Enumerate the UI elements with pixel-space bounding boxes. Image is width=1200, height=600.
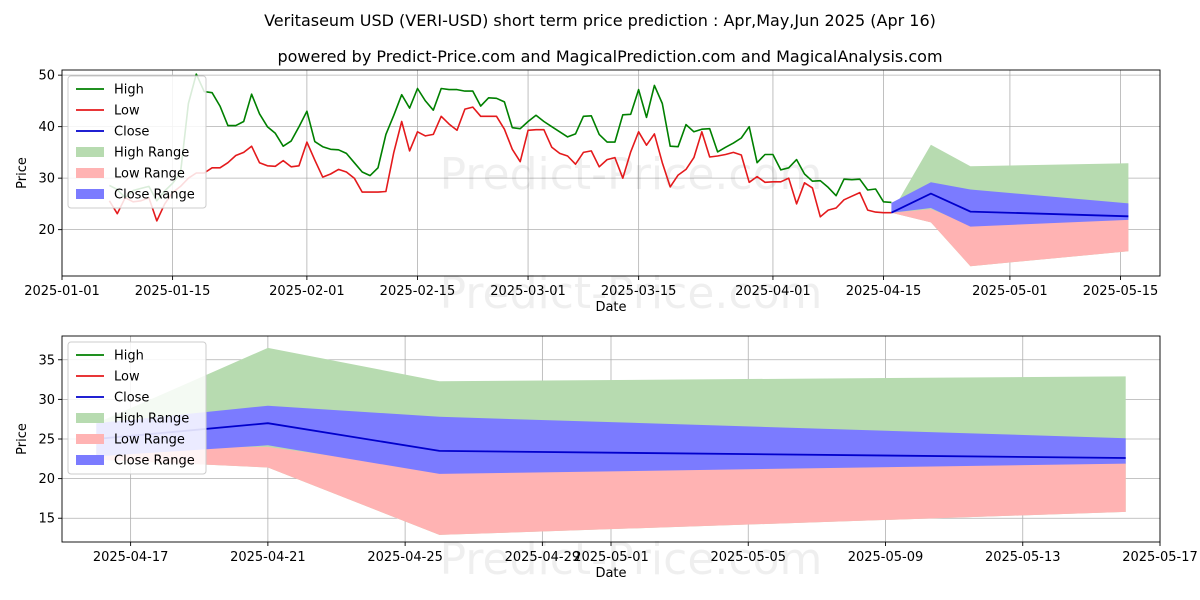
chart2-legend-entry: High Range [114, 412, 189, 427]
chart2-plot-area [96, 347, 1126, 535]
chart2-y-tick-label: 20 [38, 472, 55, 487]
chart2-low-range-band [96, 446, 1126, 535]
chart1-y-tick-label: 50 [38, 69, 55, 84]
chart2-y-axis-label: Price [15, 423, 30, 455]
chart2-legend-entry: Close Range [114, 454, 195, 469]
chart2-legend-swatch [76, 455, 104, 465]
chart1-y-tick-label: 20 [38, 223, 55, 238]
chart1-y-axis-label: Price [15, 157, 30, 189]
chart1-x-tick-label: 2025-05-01 [972, 284, 1048, 299]
chart1-close-range-band [891, 182, 1129, 227]
chart1-watermark-lower: Predict-Price.com [440, 268, 823, 319]
chart2-watermark-lower: Predict-Price.com [440, 534, 823, 585]
chart2-close-range-band [96, 405, 1126, 474]
chart1-legend-entry: Close [114, 125, 149, 140]
chart1-x-tick-label: 2025-03-01 [490, 284, 566, 299]
chart2-x-tick-label: 2025-05-05 [710, 550, 786, 565]
chart2-y-tick-label: 30 [38, 393, 55, 408]
chart1-legend-entry: Low Range [114, 167, 185, 182]
chart2-legend-entry: High [114, 349, 144, 364]
top-chart: Predict-Price.comPredict-Price.com2025-0… [15, 69, 1161, 319]
chart1-legend-entry: Low [114, 104, 140, 119]
chart1-x-tick-label: 2025-01-01 [24, 284, 100, 299]
chart2-x-tick-label: 2025-05-09 [848, 550, 924, 565]
chart2-legend-swatch [76, 413, 104, 423]
chart2-legend-entry: Close [114, 391, 149, 406]
chart1-axes-frame [61, 69, 1161, 277]
chart1-plot-area [108, 73, 1129, 267]
chart1-legend-swatch [76, 189, 104, 199]
chart2-y-tick-label: 35 [38, 353, 55, 368]
chart1-close-line [891, 192, 1129, 218]
chart1-legend-swatch [76, 168, 104, 178]
chart1-legend-entry: High Range [114, 146, 189, 161]
chart1-x-tick-label: 2025-02-15 [380, 284, 456, 299]
chart1-legend-entry: Close Range [114, 188, 195, 203]
chart1-x-tick-label: 2025-01-15 [135, 284, 211, 299]
chart1-x-tick-label: 2025-04-15 [846, 284, 922, 299]
chart-subtitle: powered by Predict-Price.com and Magical… [277, 47, 942, 66]
chart1-y-tick-label: 30 [38, 172, 55, 187]
chart1-watermark: Predict-Price.com [440, 149, 823, 200]
chart-title: Veritaseum USD (VERI-USD) short term pri… [264, 11, 936, 30]
chart2-x-tick-label: 2025-05-17 [1122, 550, 1198, 565]
chart2-legend-swatch [76, 434, 104, 444]
chart2-x-tick-label: 2025-05-13 [985, 550, 1061, 565]
chart1-x-tick-label: 2025-05-15 [1083, 284, 1159, 299]
chart2-x-axis-label: Date [595, 566, 626, 581]
chart2-x-tick-label: 2025-04-21 [230, 550, 306, 565]
chart2-legend-entry: Low [114, 370, 140, 385]
chart2-x-tick-label: 2025-05-01 [573, 550, 649, 565]
chart1-low-line [108, 106, 892, 222]
chart1-legend-swatch [76, 147, 104, 157]
bottom-chart: Predict-Price.comPredict-Price.com2025-0… [15, 335, 1198, 585]
chart1-x-tick-label: 2025-03-15 [601, 284, 677, 299]
chart2-x-tick-label: 2025-04-29 [505, 550, 581, 565]
chart1-x-tick-label: 2025-04-01 [735, 284, 811, 299]
chart2-x-tick-label: 2025-04-17 [93, 550, 169, 565]
chart2-x-tick-label: 2025-04-25 [367, 550, 443, 565]
chart1-y-tick-label: 40 [38, 120, 55, 135]
chart2-legend-entry: Low Range [114, 433, 185, 448]
chart1-x-axis-label: Date [595, 300, 626, 315]
chart1-high-line [109, 73, 892, 204]
chart1-x-tick-label: 2025-02-01 [269, 284, 345, 299]
chart2-y-tick-label: 15 [38, 512, 55, 527]
chart1-low-range-band [891, 209, 1129, 267]
chart2-y-tick-label: 25 [38, 433, 55, 448]
chart1-legend-entry: High [114, 83, 144, 98]
